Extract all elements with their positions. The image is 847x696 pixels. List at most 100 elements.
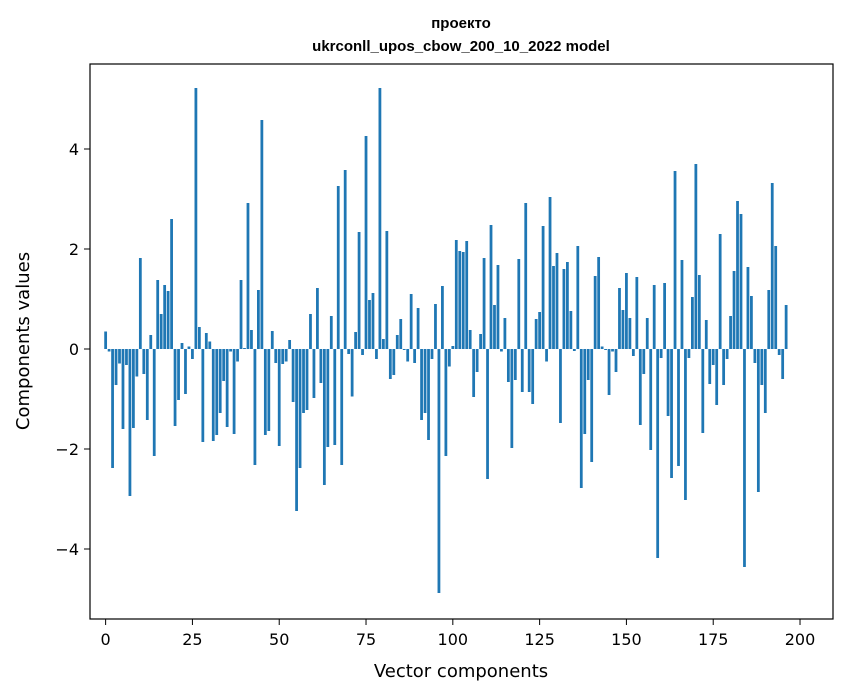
bar <box>430 349 434 359</box>
bar <box>444 349 448 456</box>
bar <box>229 349 233 352</box>
bar <box>493 305 496 349</box>
bar <box>184 349 187 394</box>
bar <box>576 246 580 349</box>
bar <box>163 285 167 349</box>
bar <box>645 318 649 349</box>
bar <box>635 277 639 349</box>
bar <box>354 332 357 349</box>
bar <box>388 349 392 379</box>
bar <box>451 346 455 349</box>
bar <box>316 288 319 349</box>
bar <box>257 290 260 349</box>
y-tick-label: 4 <box>69 140 79 159</box>
bar <box>614 349 618 372</box>
bar <box>135 349 139 377</box>
bar <box>333 349 337 445</box>
bar <box>593 276 597 349</box>
bar <box>409 294 413 349</box>
bar <box>482 258 486 349</box>
bar <box>625 273 628 349</box>
bar <box>663 283 666 349</box>
bar <box>628 318 632 349</box>
bar <box>281 349 285 364</box>
bar <box>673 171 677 349</box>
bar <box>284 349 288 362</box>
bar <box>468 330 472 349</box>
bar <box>392 349 396 375</box>
bar <box>638 349 642 425</box>
bar <box>718 234 722 349</box>
x-tick-label: 175 <box>698 630 729 649</box>
bar <box>197 327 201 349</box>
bar <box>295 349 298 511</box>
bar <box>652 285 656 349</box>
bar <box>753 349 757 363</box>
bar <box>486 349 489 479</box>
bar <box>656 349 660 558</box>
bar <box>701 349 705 433</box>
x-tick-label: 150 <box>611 630 642 649</box>
bar <box>743 349 746 567</box>
bar <box>566 262 569 349</box>
bar <box>215 349 219 435</box>
bar <box>760 349 764 385</box>
bar <box>378 88 382 349</box>
bar <box>322 349 326 485</box>
bar <box>729 316 732 349</box>
bar <box>138 258 142 349</box>
bar <box>104 331 108 349</box>
y-tick-label: 2 <box>69 240 79 259</box>
bar <box>496 265 500 349</box>
bar <box>746 267 750 349</box>
bar <box>267 349 271 431</box>
bar <box>253 349 257 465</box>
bar <box>631 349 635 356</box>
bar <box>406 349 410 362</box>
y-tick-label: −2 <box>55 440 79 459</box>
bar <box>371 293 375 349</box>
bar <box>274 349 278 363</box>
bar <box>677 349 680 466</box>
bar <box>277 349 281 446</box>
chart-title-line-2: ukrconll_upos_cbow_200_10_2022 model <box>312 38 610 55</box>
bar <box>708 349 712 384</box>
bar <box>218 349 222 413</box>
bar <box>715 349 719 405</box>
bar <box>232 349 236 434</box>
bar <box>326 349 330 447</box>
bar <box>527 349 531 392</box>
bar <box>541 226 545 349</box>
bar <box>750 296 753 349</box>
bar <box>260 120 264 349</box>
y-axis-ticks: −4 −2 0 2 4 <box>55 140 90 559</box>
bar <box>263 349 267 435</box>
bar <box>312 349 316 398</box>
chart-title-line-1: проекто <box>431 15 491 32</box>
bar <box>520 349 524 392</box>
bar <box>236 349 239 362</box>
bar <box>583 349 587 434</box>
bar <box>159 314 163 349</box>
bar <box>534 319 538 349</box>
bar <box>194 88 198 349</box>
x-axis-ticks: 0 25 50 75 100 125 150 175 200 <box>101 619 815 649</box>
bar <box>336 186 340 349</box>
bar <box>361 349 364 355</box>
bar <box>145 349 149 420</box>
bar <box>781 349 785 379</box>
bar <box>666 349 670 416</box>
bar <box>152 349 156 456</box>
bar <box>118 349 121 364</box>
bar <box>364 136 368 349</box>
bar <box>114 349 118 385</box>
bar <box>201 349 205 442</box>
bar <box>128 349 132 496</box>
bar <box>225 349 229 427</box>
bar <box>461 252 465 349</box>
bar <box>385 231 389 349</box>
bar <box>767 290 771 349</box>
bar <box>427 349 430 440</box>
bar <box>597 257 601 349</box>
x-tick-label: 75 <box>356 630 376 649</box>
